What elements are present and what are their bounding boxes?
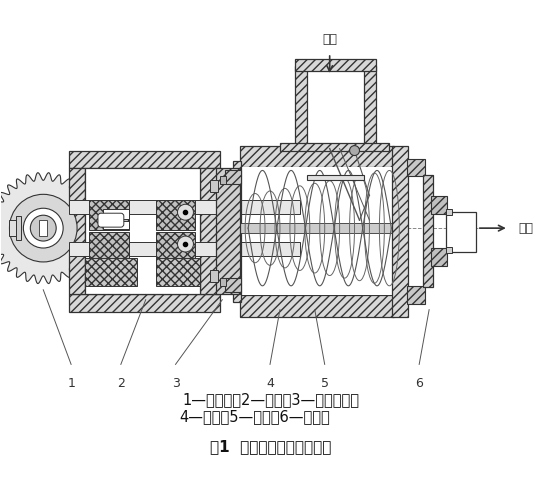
Bar: [423, 176, 433, 287]
Ellipse shape: [178, 236, 193, 252]
Bar: [446, 212, 476, 252]
Text: 出料: 出料: [519, 222, 534, 234]
Bar: [240, 223, 394, 233]
Bar: [446, 209, 452, 215]
Bar: [307, 176, 364, 181]
Bar: [103, 209, 129, 219]
Bar: [407, 158, 425, 177]
Bar: [89, 200, 129, 230]
Bar: [210, 181, 218, 192]
Bar: [210, 270, 218, 282]
Ellipse shape: [178, 204, 193, 220]
Text: 6: 6: [415, 377, 423, 390]
Bar: [431, 248, 447, 266]
Text: 1: 1: [67, 377, 75, 390]
Bar: [85, 258, 137, 286]
Bar: [16, 216, 21, 240]
Bar: [200, 169, 220, 294]
Bar: [89, 264, 129, 282]
Bar: [156, 264, 195, 282]
Bar: [156, 200, 195, 230]
Text: 入料: 入料: [322, 33, 337, 46]
Bar: [89, 232, 129, 262]
Bar: [233, 160, 241, 302]
Bar: [220, 278, 226, 286]
Text: 4—绞刀；5—泵体；6—出灰嘴: 4—绞刀；5—泵体；6—出灰嘴: [180, 409, 331, 425]
Bar: [407, 286, 425, 304]
Bar: [69, 294, 220, 312]
Text: 1—皮带轮；2—主轴；3—溢流阀板；: 1—皮带轮；2—主轴；3—溢流阀板；: [182, 392, 359, 407]
Ellipse shape: [9, 194, 77, 262]
Bar: [156, 258, 200, 286]
Text: 3: 3: [172, 377, 180, 390]
Text: 图1  输送装置结构工作原理: 图1 输送装置结构工作原理: [210, 440, 332, 454]
Text: 4: 4: [266, 377, 274, 390]
Bar: [280, 143, 389, 150]
Bar: [240, 167, 394, 295]
Ellipse shape: [30, 215, 56, 241]
Bar: [307, 66, 364, 145]
Bar: [220, 177, 226, 185]
Bar: [225, 171, 241, 185]
Bar: [225, 278, 241, 292]
Bar: [69, 150, 220, 169]
Bar: [85, 169, 200, 294]
Bar: [69, 169, 85, 294]
Bar: [103, 221, 129, 229]
Bar: [240, 145, 394, 167]
Ellipse shape: [350, 145, 359, 155]
Bar: [431, 196, 447, 214]
Text: 5: 5: [321, 377, 329, 390]
Bar: [295, 59, 376, 71]
Bar: [393, 145, 408, 316]
Bar: [364, 66, 376, 147]
Text: 2: 2: [117, 377, 125, 390]
Bar: [240, 295, 394, 316]
Polygon shape: [0, 173, 99, 284]
Bar: [69, 242, 300, 256]
Bar: [156, 232, 195, 262]
Bar: [216, 169, 240, 294]
Bar: [9, 220, 16, 236]
Bar: [39, 220, 47, 236]
Bar: [446, 247, 452, 253]
FancyBboxPatch shape: [98, 213, 124, 227]
Bar: [295, 66, 307, 147]
Ellipse shape: [23, 208, 63, 248]
Bar: [69, 200, 300, 214]
